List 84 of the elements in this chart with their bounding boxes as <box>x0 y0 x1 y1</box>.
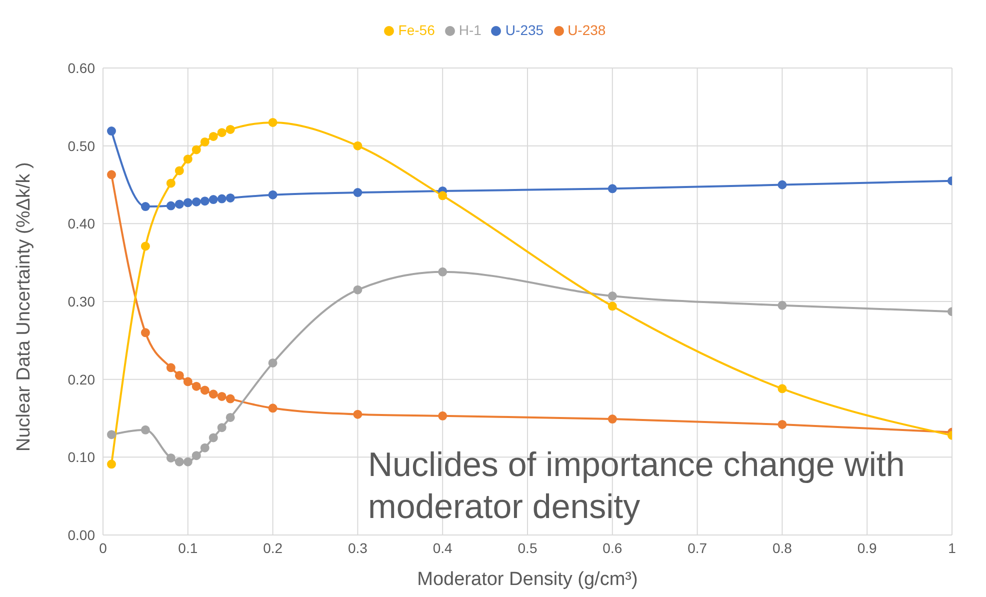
y-tick-label: 0.30 <box>68 293 96 310</box>
point <box>226 193 235 202</box>
point <box>268 404 278 413</box>
point <box>166 178 176 188</box>
point <box>183 154 192 164</box>
point <box>438 411 448 420</box>
y-axis-title: Nuclear Data Uncertainty (%Δk/k ) <box>14 162 35 452</box>
point <box>217 423 226 432</box>
point <box>353 188 362 198</box>
point <box>200 196 210 206</box>
point <box>608 302 617 311</box>
point <box>217 392 226 401</box>
legend-label: Fe-56 <box>398 22 435 38</box>
annotation: Nuclides of importance change with moderator density <box>368 445 906 528</box>
point <box>183 377 192 386</box>
point <box>183 198 192 208</box>
point <box>226 412 235 422</box>
x-tick-label: 0.9 <box>857 540 878 556</box>
x-tick-label: 0.1 <box>178 540 198 556</box>
point <box>192 145 201 154</box>
point <box>217 128 226 138</box>
point <box>438 267 448 276</box>
point <box>192 382 201 391</box>
point <box>608 184 617 194</box>
x-tick-label: 0 <box>99 540 108 556</box>
x-axis-title: Moderator Density (g/cm³) <box>417 569 638 590</box>
point <box>174 457 184 466</box>
point <box>140 202 150 212</box>
point <box>174 166 184 176</box>
point <box>353 141 362 150</box>
point <box>226 124 235 134</box>
x-tick-label: 0.6 <box>602 540 622 556</box>
point <box>200 443 210 452</box>
y-tick-label: 0.10 <box>68 449 96 466</box>
y-tick-label: 0.00 <box>68 526 96 543</box>
point <box>268 118 278 127</box>
point <box>217 194 226 204</box>
point <box>106 430 116 440</box>
point <box>208 132 218 141</box>
y-tick-label: 0.50 <box>68 138 96 154</box>
x-tick-label: 0.5 <box>518 540 538 556</box>
point <box>268 190 278 200</box>
x-tick-label: 0.2 <box>263 540 283 556</box>
point <box>192 451 201 460</box>
point <box>778 180 787 190</box>
legend-label: U-235 <box>505 22 544 38</box>
x-tick-label: 1 <box>948 540 956 556</box>
point <box>268 358 278 368</box>
point <box>174 200 184 209</box>
point <box>208 390 218 399</box>
point <box>166 453 176 462</box>
x-tick-label: 0.4 <box>432 540 453 556</box>
y-tick-label: 0.60 <box>68 60 96 76</box>
point <box>778 300 787 310</box>
x-tick-label: 0.7 <box>688 540 708 556</box>
y-tick-label: 0.20 <box>68 371 96 388</box>
legend-label: U-238 <box>568 22 606 38</box>
point <box>778 420 787 429</box>
point <box>140 328 150 338</box>
point <box>438 191 448 200</box>
point <box>200 137 210 146</box>
point <box>166 201 176 210</box>
point <box>226 394 235 404</box>
point <box>208 195 218 204</box>
point <box>608 414 617 424</box>
point <box>608 292 617 301</box>
x-tick-label: 0.8 <box>772 540 792 556</box>
y-tick-label: 0.40 <box>68 216 96 232</box>
point <box>183 457 192 466</box>
legend-label: H-1 <box>458 22 482 38</box>
x-tick-label: 0.3 <box>348 540 368 556</box>
point <box>192 197 201 206</box>
point <box>106 460 116 469</box>
point <box>106 170 116 180</box>
point <box>140 425 150 434</box>
point <box>140 242 150 251</box>
point <box>353 285 362 294</box>
point <box>166 363 176 372</box>
point <box>200 386 210 395</box>
point <box>174 370 184 380</box>
point <box>778 384 787 394</box>
point <box>353 410 362 419</box>
point <box>208 433 218 442</box>
point <box>106 126 116 136</box>
